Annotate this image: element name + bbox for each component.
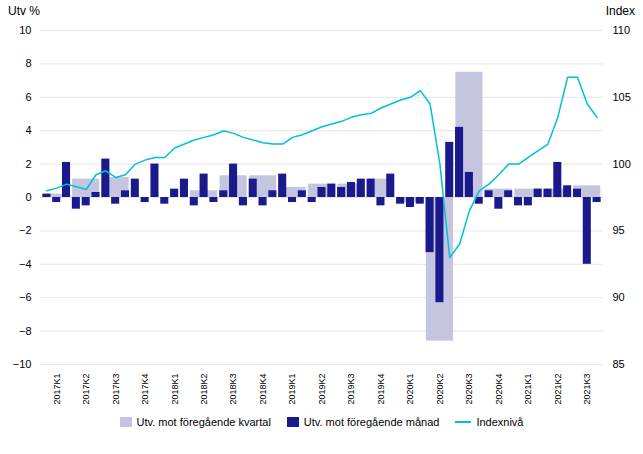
- svg-text:6: 6: [25, 91, 31, 103]
- html-text:Index: Index: [605, 4, 635, 18]
- html-text:Utv. mot föregående månad: Utv. mot föregående månad: [303, 416, 440, 428]
- svg-text:2018K3: 2018K3: [228, 374, 238, 405]
- svg-text:90: 90: [613, 291, 625, 303]
- svg-text:85: 85: [613, 358, 625, 370]
- svg-text:−6: −6: [19, 291, 32, 303]
- svg-text:105: 105: [613, 91, 631, 103]
- html-text:Utv. mot föregående kvartal: Utv. mot föregående kvartal: [136, 416, 271, 428]
- svg-text:2019K2: 2019K2: [317, 374, 327, 405]
- svg-text:2021K1: 2021K1: [523, 374, 533, 405]
- svg-text:2020K1: 2020K1: [405, 374, 415, 405]
- svg-text:2020K3: 2020K3: [464, 374, 474, 405]
- svg-text:10: 10: [19, 24, 31, 36]
- svg-text:2017K2: 2017K2: [81, 374, 91, 405]
- svg-text:2017K4: 2017K4: [140, 374, 150, 405]
- svg-text:−8: −8: [19, 325, 32, 337]
- svg-text:2017K3: 2017K3: [111, 374, 121, 405]
- svg-text:2021K2: 2021K2: [553, 374, 563, 405]
- html-text:Indexnivå: Indexnivå: [476, 416, 524, 428]
- svg-text:2019K3: 2019K3: [346, 374, 356, 405]
- svg-text:100: 100: [613, 158, 631, 170]
- svg-text:2019K1: 2019K1: [287, 374, 297, 405]
- svg-text:−10: −10: [13, 358, 32, 370]
- svg-text:2019K4: 2019K4: [376, 374, 386, 405]
- svg-text:2018K2: 2018K2: [199, 374, 209, 405]
- svg-text:−4: −4: [19, 258, 32, 270]
- svg-text:−2: −2: [19, 224, 32, 236]
- svg-text:2018K1: 2018K1: [169, 374, 179, 405]
- svg-text:8: 8: [25, 57, 31, 69]
- svg-text:4: 4: [25, 124, 31, 136]
- svg-text:2018K4: 2018K4: [258, 374, 268, 405]
- svg-text:95: 95: [613, 224, 625, 236]
- svg-text:2017K1: 2017K1: [52, 374, 62, 405]
- svg-text:2020K2: 2020K2: [435, 374, 445, 405]
- svg-text:110: 110: [613, 24, 631, 36]
- svg-text:2020K4: 2020K4: [494, 374, 504, 405]
- svg-text:2: 2: [25, 158, 31, 170]
- html-text:Utv %: Utv %: [8, 4, 40, 18]
- svg-text:2021K3: 2021K3: [582, 374, 592, 405]
- svg-text:0: 0: [25, 191, 31, 203]
